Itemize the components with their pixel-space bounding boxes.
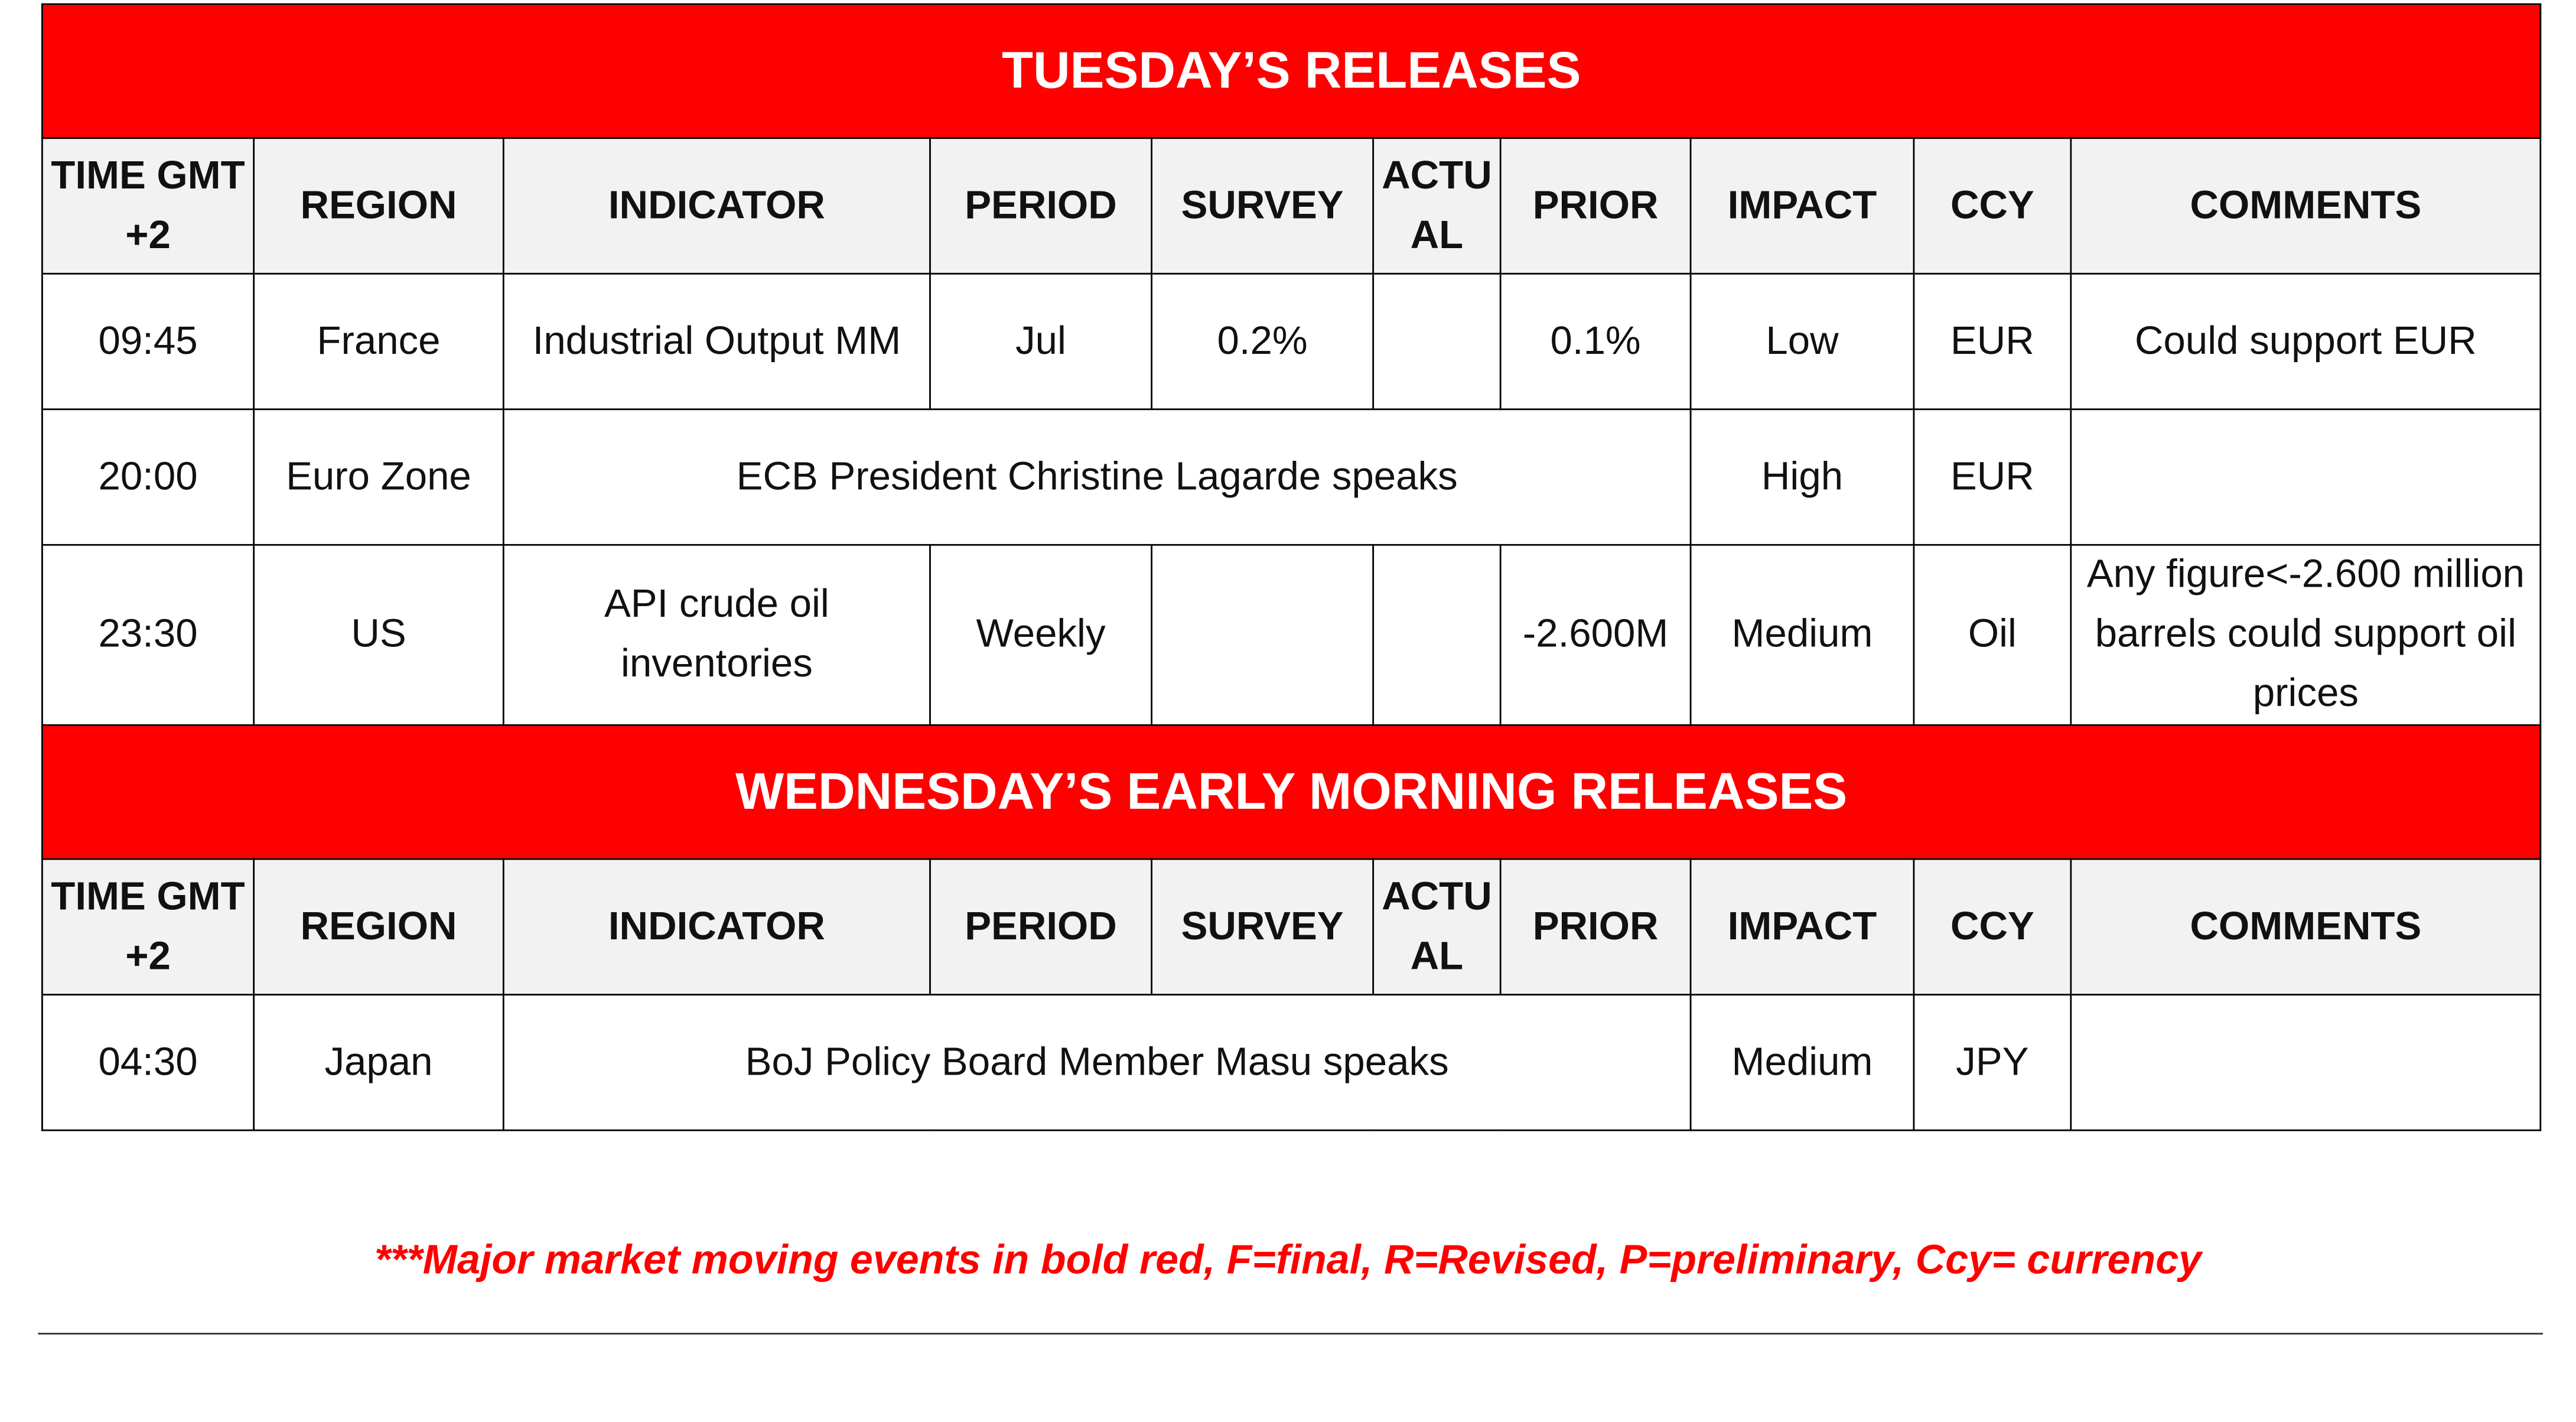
column-header: INDICATOR <box>502 137 931 275</box>
indicator-cell: Industrial Output MM <box>502 272 931 411</box>
time-cell: 09:45 <box>41 272 255 411</box>
column-header: CCY <box>1913 137 2072 275</box>
column-header: PERIOD <box>929 137 1152 275</box>
impact-cell: High <box>1689 408 1915 546</box>
column-header: SURVEY <box>1151 137 1375 275</box>
column-header: PRIOR <box>1499 858 1692 996</box>
actual-cell <box>1372 272 1502 411</box>
impact-cell: Low <box>1689 272 1915 411</box>
column-header: TIME GMT+2 <box>41 858 255 996</box>
ccy-cell: JPY <box>1913 994 2072 1131</box>
column-header: IMPACT <box>1689 137 1915 275</box>
column-header: COMMENTS <box>2070 858 2542 996</box>
ccy-cell: EUR <box>1913 408 2072 546</box>
survey-cell: 0.2% <box>1151 272 1375 411</box>
data-row: 04:30 Japan BoJ Policy Board Member Masu s… <box>41 994 2542 1131</box>
prior-cell: -2.600M <box>1499 544 1692 726</box>
region-cell: France <box>253 272 504 411</box>
comments-cell: Could support EUR <box>2070 272 2542 411</box>
column-header: COMMENTS <box>2070 137 2542 275</box>
time-cell: 23:30 <box>41 544 255 726</box>
section-title: WEDNESDAY’S EARLY MORNING RELEASES <box>41 724 2542 860</box>
impact-cell: Medium <box>1689 544 1915 726</box>
data-row: 09:45 France Industrial Output MM Jul 0.2% 0.… <box>41 272 2542 411</box>
section-title-row: WEDNESDAY’S EARLY MORNING RELEASES <box>41 724 2542 860</box>
column-header: INDICATOR <box>502 858 931 996</box>
data-row: 23:30 US API crude oil inventories Weekly -2… <box>41 544 2542 726</box>
header-row: TIME GMT+2 REGION INDICATOR PERIOD SURVEY ACT… <box>41 858 2542 996</box>
period-cell: Jul <box>929 272 1152 411</box>
indicator-cell: API crude oil inventories <box>502 544 931 726</box>
section-title: TUESDAY’S RELEASES <box>41 3 2542 139</box>
releases-table: TUESDAY’S RELEASES TIME GMT+2 REGION INDICA… <box>41 3 2542 1131</box>
column-header: SURVEY <box>1151 858 1375 996</box>
column-header: REGION <box>253 858 504 996</box>
column-header: PERIOD <box>929 858 1152 996</box>
column-header: PRIOR <box>1499 137 1692 275</box>
section-title-row: TUESDAY’S RELEASES <box>41 3 2542 139</box>
data-row: 20:00 Euro Zone ECB President Christine La… <box>41 408 2542 546</box>
region-cell: US <box>253 544 504 726</box>
footnote: ***Major market moving events in bold re… <box>374 1236 2202 1284</box>
divider <box>38 1333 2544 1335</box>
event-cell: ECB President Christine Lagarde speaks <box>502 408 1692 546</box>
comments-cell: Any figure<-2.600 million barrels could … <box>2070 544 2542 726</box>
column-header: IMPACT <box>1689 858 1915 996</box>
ccy-cell: EUR <box>1913 272 2072 411</box>
column-header: TIME GMT+2 <box>41 137 255 275</box>
column-header: ACTUAL <box>1372 137 1502 275</box>
time-cell: 04:30 <box>41 994 255 1131</box>
comments-cell <box>2070 994 2542 1131</box>
impact-cell: Medium <box>1689 994 1915 1131</box>
comments-cell <box>2070 408 2542 546</box>
prior-cell: 0.1% <box>1499 272 1692 411</box>
header-row: TIME GMT+2 REGION INDICATOR PERIOD SURVEY ACT… <box>41 137 2542 275</box>
ccy-cell: Oil <box>1913 544 2072 726</box>
column-header: ACTUAL <box>1372 858 1502 996</box>
column-header: REGION <box>253 137 504 275</box>
actual-cell <box>1372 544 1502 726</box>
region-cell: Japan <box>253 994 504 1131</box>
event-cell: BoJ Policy Board Member Masu speaks <box>502 994 1692 1131</box>
column-header: CCY <box>1913 858 2072 996</box>
region-cell: Euro Zone <box>253 408 504 546</box>
period-cell: Weekly <box>929 544 1152 726</box>
time-cell: 20:00 <box>41 408 255 546</box>
survey-cell <box>1151 544 1375 726</box>
